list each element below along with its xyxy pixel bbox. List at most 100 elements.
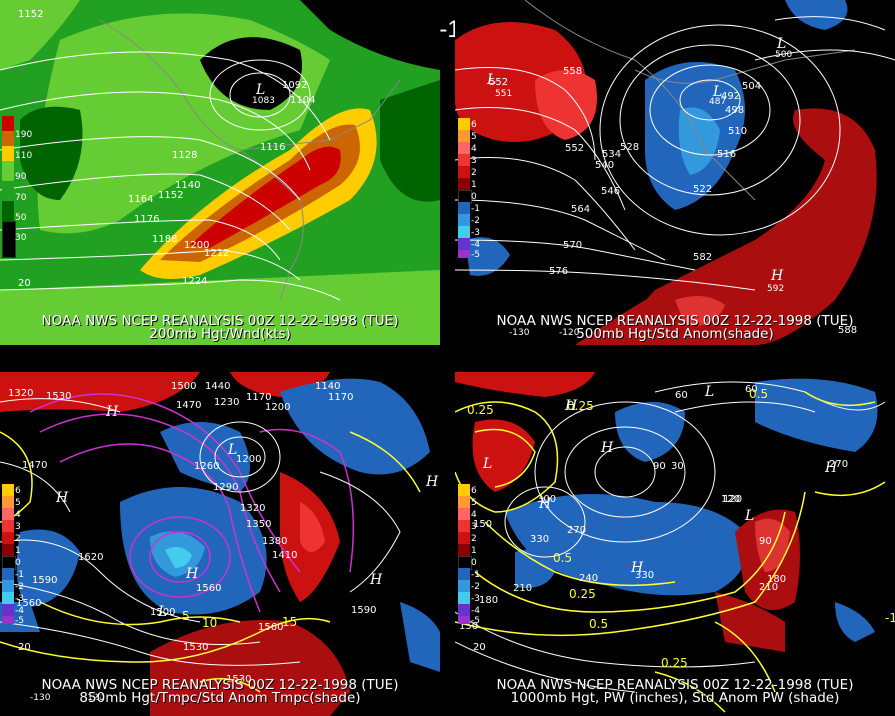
legend-label: -4 [15, 606, 24, 616]
panel-caption: NOAA NWS NCEP REANALYSIS 00Z 12-22-1998 … [41, 313, 399, 329]
high-marker: H [55, 490, 69, 506]
contour-label: 1590 [351, 605, 376, 616]
contour-label: 546 [601, 186, 620, 197]
contour-label: 1176 [134, 214, 159, 225]
contour-label: 1224 [182, 276, 207, 287]
low-marker: L [482, 456, 492, 472]
contour-label: 120 [723, 494, 742, 505]
height-contours-500 [455, 16, 895, 291]
legend-label: -5 [15, 616, 24, 626]
legend-label: 3 [15, 522, 21, 532]
panel-caption: NOAA NWS NCEP REANALYSIS 00Z 12-22-1998 … [496, 313, 854, 329]
high-marker: H [564, 398, 578, 414]
contour-label: 60 [675, 390, 688, 401]
longitude-label: -120 [559, 328, 580, 338]
contour-label: 330 [635, 570, 654, 581]
high-marker: H [185, 566, 199, 582]
contour-label: 180 [479, 595, 498, 606]
contour-label: 1200 [265, 402, 290, 413]
legend-label: 70 [15, 193, 27, 203]
contour-label: 330 [530, 534, 549, 545]
legend-500mb [458, 118, 472, 258]
contour-label: 1620 [78, 552, 103, 563]
contour-label: 564 [571, 204, 590, 215]
contour-label: 552 [565, 143, 584, 154]
pw-label: 0.25 [569, 587, 596, 601]
contour-label: 1500 [150, 607, 175, 618]
contour-label: 588 [838, 325, 857, 336]
legend-label: -3 [15, 594, 24, 604]
legend-label: -3 [471, 228, 480, 238]
contour-label: 210 [759, 582, 778, 593]
contour-label: 498 [725, 105, 744, 116]
legend-label: -1 [471, 204, 480, 214]
contour-label: 1470 [176, 400, 201, 411]
pw-label: 0.25 [567, 399, 594, 413]
high-marker: H [425, 474, 439, 490]
contour-label: 1530 [183, 642, 208, 653]
low-marker: L [712, 84, 722, 100]
minor-label: 20 [18, 642, 31, 653]
contour-label: 540 [595, 160, 614, 171]
panel-subcaption: 500mb Hgt/Std Anom(shade) [576, 326, 774, 342]
panel-caption: NOAA NWS NCEP REANALYSIS 00Z 12-22-1998 … [41, 677, 399, 693]
contour-label: 1164 [128, 194, 153, 205]
legend-label: 2 [15, 534, 21, 544]
pw-label: 0.5 [589, 617, 608, 631]
legend-label: -1 [15, 570, 24, 580]
contour-label: 1380 [262, 536, 287, 547]
contour-label: 1320 [8, 388, 33, 399]
panel-subcaption: 200mb Hgt/Wnd(kts) [149, 326, 291, 342]
map-1000mb: 150 0.25 300 270 330 240 210 180 150 120… [455, 372, 895, 716]
contour-label: 1440 [205, 381, 230, 392]
contour-label: 120 [721, 494, 740, 505]
legend-label: -1 [471, 570, 480, 580]
legend-label: 5 [15, 498, 21, 508]
high-marker: H [600, 440, 614, 456]
legend-label: -2 [471, 216, 480, 226]
legend-200mb [2, 116, 16, 258]
contour-label: 270 [829, 459, 848, 470]
precipitable-water-contours [455, 391, 886, 713]
height-contours-1000 [455, 381, 886, 693]
pw-label: 0.5 [553, 551, 572, 565]
legend-label: 90 [15, 172, 27, 182]
height-contours-850 [0, 398, 401, 666]
legend-label: 0 [471, 192, 477, 202]
low-marker: L [255, 82, 265, 98]
legend-label: 6 [471, 120, 477, 130]
contour-label: 180 [767, 574, 786, 585]
legend-label: 0 [15, 558, 21, 568]
legend-label: -2 [471, 582, 480, 592]
contour-label: 150 [473, 519, 492, 530]
panel-500mb: 552 558 552 534 528 540 546 564 570 576 … [455, 0, 895, 345]
contour-label: 1200 [236, 454, 261, 465]
height-contours-200 [0, 51, 341, 301]
low-value: 1083 [252, 96, 275, 106]
panel-caption: NOAA NWS NCEP REANALYSIS 00Z 12-22-1998 … [496, 677, 854, 693]
low-marker: L [486, 72, 496, 88]
contour-label: 1212 [204, 248, 229, 259]
pw-label: -1 [885, 611, 895, 625]
contour-label: 20 [473, 642, 486, 653]
legend-label: 50 [15, 213, 27, 223]
contour-label: 516 [717, 149, 736, 160]
legend-label: 3 [471, 522, 477, 532]
low-marker: L [744, 508, 754, 524]
panel-850mb: 1320 1530 1470 1500 1470 1440 1230 1170 … [0, 372, 440, 716]
contour-label: 1140 [315, 381, 340, 392]
contour-label: 492 [721, 91, 740, 102]
contour-label: 1152 [18, 9, 43, 20]
contour-label: 1140 [175, 180, 200, 191]
high-marker: H [369, 572, 383, 588]
contour-label: 1116 [260, 142, 285, 153]
legend-label: 1 [471, 546, 477, 556]
contour-label: 270 [567, 525, 586, 536]
anomaly-label: 10 [202, 616, 217, 630]
contour-label: 510 [728, 126, 747, 137]
contour-label: 1410 [272, 550, 297, 561]
high-marker: H [824, 460, 838, 476]
contour-label: 90 [653, 461, 666, 472]
high-marker: H [538, 496, 552, 512]
contour-label: 1560 [16, 598, 41, 609]
